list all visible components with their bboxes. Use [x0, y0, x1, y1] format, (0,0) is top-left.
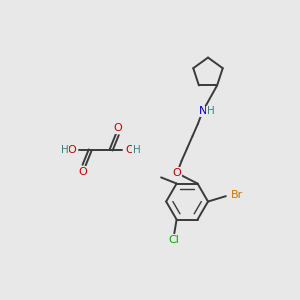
Text: H: H: [207, 106, 215, 116]
Text: O: O: [172, 168, 182, 178]
Text: Br: Br: [231, 190, 244, 200]
Text: H: H: [133, 145, 141, 155]
Text: O: O: [125, 145, 134, 155]
Text: H: H: [61, 145, 68, 155]
Text: N: N: [198, 106, 207, 116]
Text: O: O: [114, 123, 122, 133]
Text: O: O: [79, 167, 88, 177]
Text: O: O: [67, 145, 76, 155]
Text: Cl: Cl: [169, 235, 180, 244]
